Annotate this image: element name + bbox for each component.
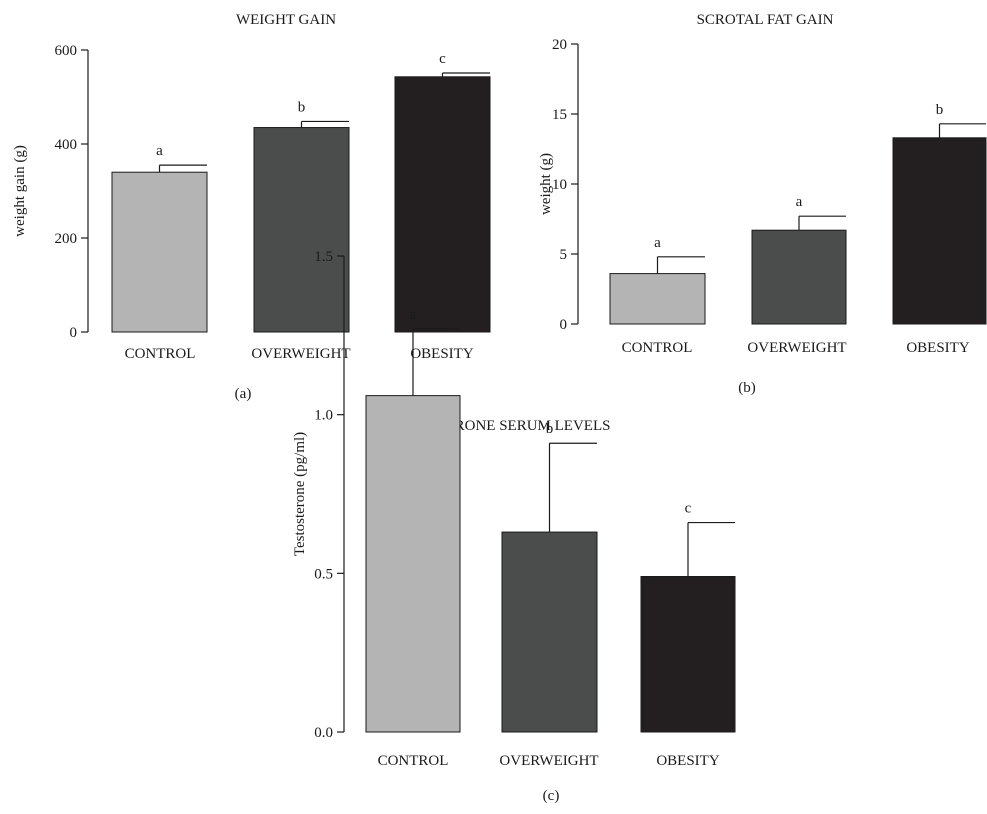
y-tick-label: 0.0 bbox=[314, 725, 333, 741]
significance-letter: c bbox=[685, 501, 692, 517]
panel-label: (b) bbox=[738, 380, 756, 396]
y-tick-label: 200 bbox=[55, 231, 78, 247]
chart-panel-1: SCROTAL FAT GAIN 0 5 10 15 20 weight (g) a CONTR… bbox=[538, 12, 987, 396]
significance-letter: a bbox=[796, 194, 803, 210]
y-tick-label: 400 bbox=[55, 137, 78, 153]
x-tick-label: OVERWEIGHT bbox=[251, 346, 350, 362]
x-tick-label: CONTROL bbox=[125, 346, 196, 362]
bar-overweight bbox=[751, 229, 847, 325]
panel-label: (a) bbox=[235, 386, 252, 402]
chart-title: WEIGHT GAIN bbox=[236, 12, 336, 28]
bar-obesity bbox=[394, 76, 491, 333]
significance-letter: a bbox=[654, 235, 661, 251]
y-axis-label: weight gain (g) bbox=[12, 145, 28, 237]
significance-letter: b bbox=[546, 421, 554, 437]
y-tick-label: 0 bbox=[560, 317, 568, 333]
significance-letter: b bbox=[298, 99, 306, 115]
panel-label: (c) bbox=[543, 788, 560, 804]
y-tick-label: 5 bbox=[560, 247, 568, 263]
x-tick-label: OBESITY bbox=[906, 340, 970, 356]
bar-obesity bbox=[640, 576, 736, 733]
chart-panel-0: WEIGHT GAIN 0 200 400 600 weight gain (g) a CON… bbox=[12, 12, 491, 402]
bar-control bbox=[111, 171, 208, 333]
significance-letter: a bbox=[410, 307, 417, 323]
x-tick-label: OVERWEIGHT bbox=[499, 753, 598, 769]
chart-panel-2: TESTOSTERONE SERUM LEVELS0.00.51.01.5Tes… bbox=[292, 249, 736, 804]
y-axis-label: weight (g) bbox=[538, 153, 554, 215]
y-tick-label: 15 bbox=[552, 107, 567, 123]
x-tick-label: OVERWEIGHT bbox=[747, 340, 846, 356]
bar-obesity bbox=[892, 137, 987, 325]
significance-letter: b bbox=[936, 102, 944, 118]
x-tick-label: OBESITY bbox=[656, 753, 720, 769]
bar-control bbox=[365, 395, 461, 733]
y-tick-label: 10 bbox=[552, 177, 567, 193]
y-tick-label: 600 bbox=[55, 43, 78, 59]
y-axis-label: Testosterone (pg/ml) bbox=[292, 432, 308, 556]
chart-title: SCROTAL FAT GAIN bbox=[697, 12, 834, 28]
x-tick-label: OBESITY bbox=[410, 346, 474, 362]
y-tick-label: 1.5 bbox=[314, 249, 333, 265]
y-tick-label: 1.0 bbox=[314, 408, 333, 424]
bar-control bbox=[609, 273, 706, 325]
y-tick-label: 0 bbox=[70, 325, 78, 341]
significance-letter: a bbox=[156, 143, 163, 159]
x-tick-label: CONTROL bbox=[622, 340, 693, 356]
bar-overweight bbox=[501, 531, 598, 733]
significance-letter: c bbox=[439, 51, 446, 67]
bar-overweight bbox=[253, 127, 350, 333]
y-tick-label: 20 bbox=[552, 37, 567, 53]
x-tick-label: CONTROL bbox=[378, 753, 449, 769]
y-tick-label: 0.5 bbox=[314, 566, 333, 582]
